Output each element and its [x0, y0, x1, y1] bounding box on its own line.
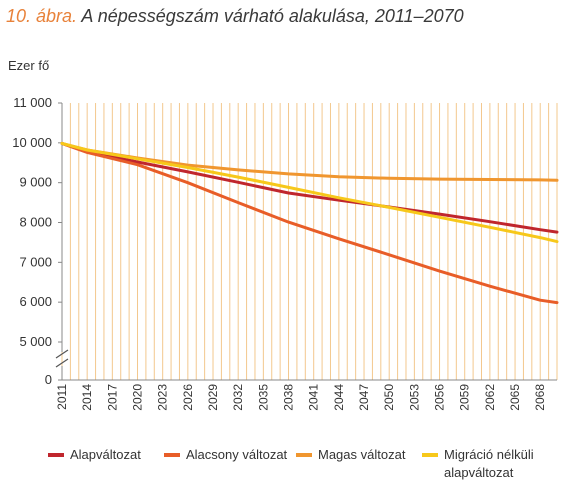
y-tick-label: 9 000 — [19, 175, 52, 190]
y-axis-unit: Ezer fő — [8, 58, 50, 73]
legend-item-alapvaltozat: Alapváltozat — [48, 446, 141, 464]
legend-label: Magas változat — [318, 447, 406, 462]
x-tick-label: 2026 — [181, 384, 195, 411]
y-tick-label: 10 000 — [12, 135, 52, 150]
series-line — [60, 141, 559, 244]
x-tick-label: 2014 — [80, 384, 94, 411]
legend: Alapváltozat Alacsony változat Magas vál… — [48, 446, 558, 496]
x-tick-label: 2059 — [458, 384, 472, 411]
legend-item-migracio: Migráció nélküli alapváltozat — [422, 446, 558, 482]
x-tick-label: 2062 — [483, 384, 497, 411]
legend-swatch — [48, 453, 64, 457]
y-tick-label: 7 000 — [19, 254, 52, 269]
figure-number: 10. ábra. — [6, 6, 78, 26]
x-tick-label: 2029 — [206, 384, 220, 411]
x-tick-label: 2056 — [433, 384, 447, 411]
legend-label: Alapváltozat — [70, 447, 141, 462]
legend-swatch — [422, 453, 438, 457]
x-tick-label: 2023 — [156, 384, 170, 411]
legend-item-magas: Magas változat — [296, 446, 405, 464]
x-tick-label: 2038 — [282, 384, 296, 411]
figure-title: A népességszám várható alakulása, 2011–2… — [81, 6, 464, 26]
series-lines — [60, 141, 559, 305]
x-tick-label: 2068 — [533, 384, 547, 411]
legend-item-alacsony: Alacsony változat — [164, 446, 287, 464]
legend-swatch — [296, 453, 312, 457]
series-line — [60, 141, 559, 305]
y-tick-labels: 0 5 000 6 000 7 000 8 000 9 000 10 000 11 000 — [12, 95, 52, 387]
x-tick-label: 2044 — [332, 384, 346, 411]
x-tick-label: 2011 — [55, 384, 69, 410]
chart-title: 10. ábra. A népességszám várható alakulá… — [6, 6, 464, 27]
series-line — [60, 141, 559, 234]
x-tick-label: 2047 — [357, 384, 371, 411]
legend-label: Alacsony változat — [186, 447, 288, 462]
x-tick-label: 2041 — [307, 384, 321, 411]
legend-label: Migráció nélküli alapváltozat — [444, 447, 534, 480]
x-tick-labels: 2011 2014 2017 2020 2023 2026 2029 2032 2035 2038… — [55, 384, 547, 411]
x-tick-label: 2053 — [407, 384, 421, 411]
y-tick-label: 0 — [45, 372, 52, 387]
x-tick-label: 2050 — [382, 384, 396, 411]
y-tick-label: 8 000 — [19, 215, 52, 230]
y-tick-label: 6 000 — [19, 294, 52, 309]
x-tick-label: 2017 — [105, 384, 119, 411]
y-tick-label: 11 000 — [13, 95, 52, 110]
grid — [61, 103, 558, 380]
axis-break-mark — [55, 349, 69, 368]
x-tick-label: 2020 — [131, 384, 145, 411]
x-tick-label: 2035 — [256, 384, 270, 411]
y-tick-label: 5 000 — [19, 334, 52, 349]
x-tick-label: 2065 — [508, 384, 522, 411]
legend-swatch — [164, 453, 180, 457]
x-tick-label: 2032 — [231, 384, 245, 411]
